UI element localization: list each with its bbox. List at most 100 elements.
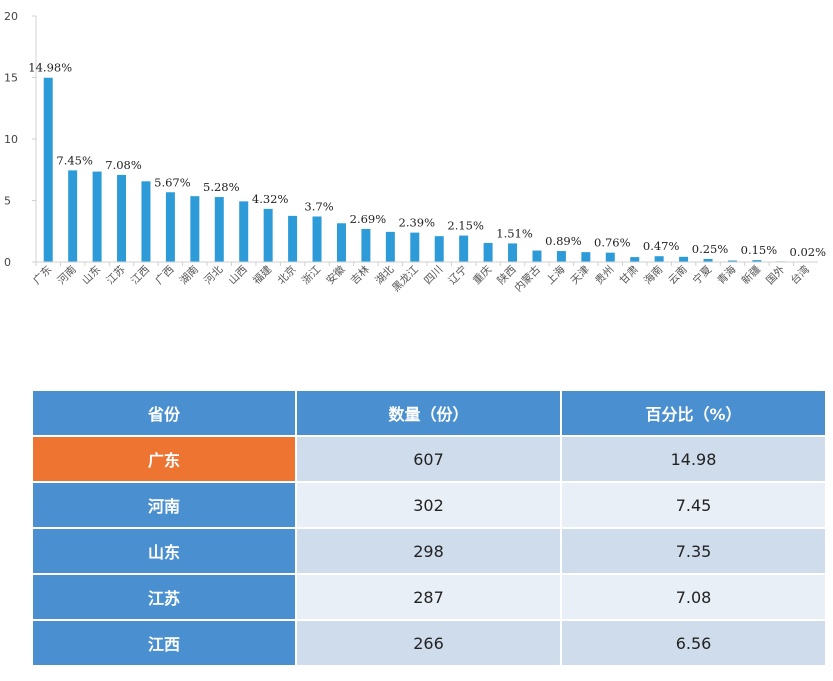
count-cell: 607 <box>297 437 560 481</box>
y-tick-label: 15 <box>4 72 18 85</box>
bar <box>312 216 322 262</box>
percent-cell: 14.98 <box>562 437 825 481</box>
bar <box>581 252 591 262</box>
data-label: 0.25% <box>692 242 729 256</box>
bar <box>630 257 640 262</box>
table-row: 河南 302 7.45 <box>33 483 825 527</box>
data-label: 0.02% <box>790 245 827 259</box>
x-tick-label: 内蒙古 <box>512 263 543 294</box>
bar <box>190 196 200 262</box>
x-tick-label: 北京 <box>275 263 299 287</box>
header-province: 省份 <box>33 391 295 435</box>
x-tick-label: 山东 <box>79 263 103 287</box>
table-row: 江苏 287 7.08 <box>33 575 825 619</box>
province-cell: 山东 <box>33 529 295 573</box>
data-label: 4.32% <box>252 192 289 206</box>
y-tick-label: 0 <box>4 256 11 269</box>
x-tick-label: 河北 <box>202 263 226 287</box>
bar <box>165 192 175 262</box>
data-label: 0.89% <box>545 234 582 248</box>
x-tick-label: 天津 <box>569 263 593 287</box>
count-cell: 302 <box>297 483 560 527</box>
data-label: 0.47% <box>643 239 680 253</box>
province-cell: 河南 <box>33 483 295 527</box>
data-label: 14.98% <box>28 61 72 75</box>
bar <box>556 251 566 262</box>
x-tick-label: 贵州 <box>592 263 616 287</box>
bar <box>752 260 762 262</box>
data-label: 5.67% <box>154 175 191 189</box>
table-row: 广东 607 14.98 <box>33 437 825 481</box>
bar <box>141 181 151 262</box>
y-axis: 0 5 10 15 20 <box>4 10 37 269</box>
bar <box>483 242 493 262</box>
count-cell: 266 <box>297 621 560 665</box>
x-tick-label: 新疆 <box>739 263 763 287</box>
province-table: 省份 数量（份） 百分比（%） 广东 607 14.98 河南 302 7.45… <box>31 389 827 667</box>
data-label: 5.28% <box>203 180 240 194</box>
bar <box>679 256 689 262</box>
x-tick-label: 浙江 <box>300 263 324 287</box>
data-label: 0.15% <box>741 243 778 257</box>
bar <box>727 260 737 262</box>
bar <box>410 232 420 262</box>
y-tick-label: 5 <box>4 195 11 208</box>
bar <box>68 170 78 262</box>
percent-cell: 7.08 <box>562 575 825 619</box>
percent-cell: 6.56 <box>562 621 825 665</box>
bar <box>361 228 371 262</box>
x-tick-label: 辽宁 <box>446 263 470 287</box>
x-tick-label: 甘肃 <box>617 263 641 287</box>
data-label: 7.45% <box>56 153 93 167</box>
x-tick-label: 国外 <box>764 263 788 287</box>
bar <box>43 77 53 262</box>
count-cell: 287 <box>297 575 560 619</box>
bars <box>43 77 811 263</box>
data-label: 2.39% <box>399 216 436 230</box>
x-tick-label: 四川 <box>422 264 445 287</box>
table-header-row: 省份 数量（份） 百分比（%） <box>33 391 825 435</box>
bar <box>459 235 469 262</box>
x-tick-label: 广东 <box>30 263 54 287</box>
province-cell: 广东 <box>33 437 295 481</box>
bar <box>263 208 273 262</box>
y-tick-label: 20 <box>4 10 18 23</box>
bar <box>92 171 102 262</box>
data-labels: 14.98% 7.45% 7.08% 5.67% 5.28% 4.32% 3.7% 2.69%… <box>28 61 826 259</box>
x-tick-label: 吉林 <box>348 263 372 287</box>
x-tick-label: 湖南 <box>177 263 201 287</box>
x-axis: 广东 河南 山东 江苏 江西 广西 湖南 河北 山西 福建 北京 浙江 安徽 吉林 湖北黑龙江 四川 辽宁 重庆陕… <box>30 261 818 295</box>
bar <box>385 231 395 262</box>
data-label: 7.08% <box>105 158 142 172</box>
bar <box>508 243 518 262</box>
bar <box>288 215 298 262</box>
header-percent: 百分比（%） <box>562 391 825 435</box>
x-tick-label: 青海 <box>715 263 739 287</box>
x-tick-label: 上海 <box>543 263 567 287</box>
bar <box>703 258 713 262</box>
bar-chart: 0 5 10 15 20 14.98% 7.45% 7.08% 5.67% 5.28% 4.32%… <box>4 10 826 295</box>
x-tick-label: 山西 <box>227 264 250 287</box>
percent-cell: 7.35 <box>562 529 825 573</box>
table-row: 江西 266 6.56 <box>33 621 825 665</box>
data-label: 2.69% <box>350 212 387 226</box>
x-tick-label: 黑龙江 <box>389 263 421 295</box>
x-tick-label: 河南 <box>55 263 79 287</box>
x-tick-label: 江西 <box>129 264 152 287</box>
count-cell: 298 <box>297 529 560 573</box>
bar <box>117 174 127 262</box>
bar <box>336 223 346 262</box>
bar <box>605 252 615 262</box>
x-tick-label: 安徽 <box>324 263 348 287</box>
y-tick-label: 10 <box>4 133 18 146</box>
province-cell: 江西 <box>33 621 295 665</box>
x-tick-label: 宁夏 <box>690 263 714 287</box>
data-label: 2.15% <box>447 219 484 233</box>
x-tick-label: 海南 <box>641 263 665 287</box>
x-tick-label: 广西 <box>153 264 176 287</box>
table-row: 山东 298 7.35 <box>33 529 825 573</box>
x-tick-label: 重庆 <box>470 263 494 287</box>
data-label: 3.7% <box>304 199 333 213</box>
header-count: 数量（份） <box>297 391 560 435</box>
bar <box>214 197 224 262</box>
